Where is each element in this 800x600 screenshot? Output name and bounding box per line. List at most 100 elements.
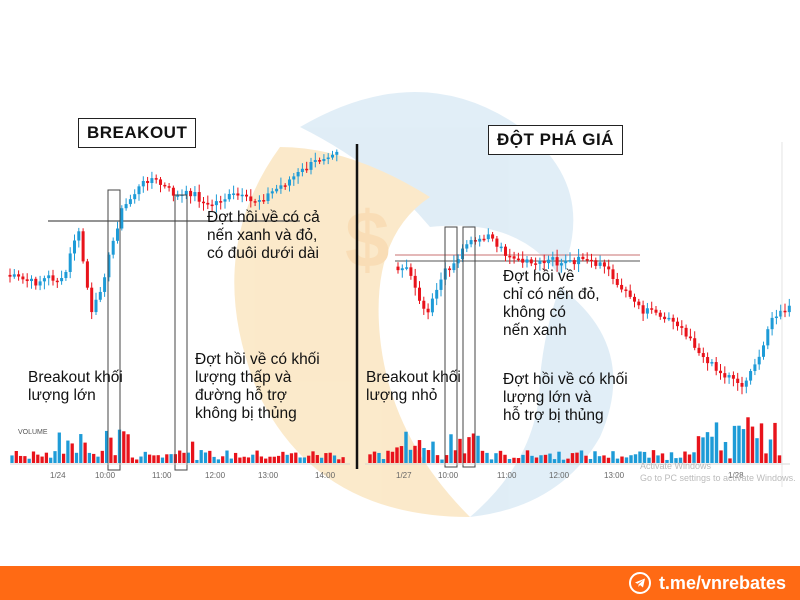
left-volume-bar — [311, 451, 315, 463]
left-volume-bar — [143, 451, 147, 463]
right-volume-bar — [624, 457, 629, 463]
left-volume-bar — [229, 458, 233, 463]
right-volume-bar — [714, 422, 719, 463]
left-volume-bar — [139, 456, 143, 463]
left-candle — [12, 274, 16, 277]
left-highlight-pullback — [174, 194, 188, 471]
right-volume-bar — [449, 434, 453, 463]
right-volume-bar — [485, 452, 489, 463]
right-candle — [426, 308, 430, 313]
left-volume-bar — [324, 453, 328, 463]
right-highlight-pullback — [462, 226, 476, 468]
right-volume-bar — [557, 451, 561, 463]
left-volume-bar — [74, 452, 79, 463]
right-volume-bar — [413, 445, 417, 463]
left-candle — [171, 187, 175, 196]
right-volume-bar — [588, 458, 593, 463]
left-volume-bar — [255, 450, 259, 463]
right-volume-bar — [530, 455, 534, 463]
right-candle — [706, 357, 710, 364]
left-candle — [240, 194, 244, 197]
right-volume-bar — [678, 457, 683, 463]
left-candle — [94, 299, 98, 313]
right-candle — [577, 256, 581, 265]
left-candle — [193, 192, 197, 197]
right-candle — [663, 316, 667, 320]
left-x-tick: 12:00 — [205, 471, 226, 480]
telegram-icon — [628, 572, 651, 594]
left-volume-bar — [160, 457, 165, 463]
left-volume-bar — [259, 456, 264, 463]
left-volume-bar — [100, 450, 104, 463]
left-volume-bar — [130, 457, 135, 463]
left-candle — [227, 193, 231, 200]
right-candle — [607, 266, 611, 270]
right-candle — [602, 262, 606, 267]
left-volume-bar — [225, 450, 229, 463]
left-x-tick: 14:00 — [315, 471, 336, 480]
right-candle — [465, 244, 469, 249]
left-candle — [300, 168, 304, 172]
right-volume-bar — [480, 450, 485, 463]
right-candle — [761, 345, 766, 357]
right-volume-bar — [629, 455, 633, 463]
left-volume-bar — [57, 432, 61, 463]
footer-link[interactable]: t.me/vnrebates — [628, 572, 786, 594]
left-volume-bar — [298, 457, 302, 463]
right-volume-bar — [539, 455, 543, 463]
right-volume-bar — [521, 454, 525, 463]
right-candle — [456, 259, 460, 264]
left-volume-bar — [285, 454, 289, 463]
left-volume-bar — [27, 458, 31, 463]
right-volume-bar — [759, 423, 764, 463]
left-candle — [42, 278, 46, 282]
left-candle — [21, 276, 25, 280]
right-volume-bar — [381, 459, 386, 463]
left-note-pullback: Đợt hồi về có cả nến xanh và đỏ, có đuôi… — [207, 209, 320, 262]
left-candle — [81, 231, 85, 262]
left-candle — [283, 185, 287, 187]
left-note-volume: Breakout khối lượng lớn — [28, 369, 123, 404]
left-volume-bar — [294, 452, 298, 463]
right-candle — [589, 259, 594, 262]
right-candle — [430, 298, 434, 313]
right-x-tick: 1/28 — [728, 471, 744, 480]
right-candle — [766, 329, 770, 346]
right-candle — [486, 234, 490, 240]
left-candle — [107, 254, 111, 278]
left-volume-bar — [276, 455, 281, 463]
right-volume-bar — [395, 447, 399, 463]
left-volume-bar — [319, 457, 324, 463]
svg-text:$: $ — [345, 195, 390, 284]
left-candle — [163, 184, 167, 187]
right-volume-bar — [633, 454, 638, 463]
left-candle — [201, 201, 206, 204]
right-x-tick: 1/27 — [396, 471, 412, 480]
left-note-support: Đợt hồi về có khối lượng thấp và đường h… — [195, 351, 320, 422]
left-volume-bar — [18, 455, 23, 463]
right-candle — [525, 259, 529, 263]
left-volume-bar — [272, 456, 276, 463]
left-candle — [292, 176, 296, 180]
right-note-volume: Breakout khối lượng nhỏ — [366, 369, 461, 404]
right-candle — [491, 234, 495, 239]
left-x-tick: 11:00 — [152, 471, 172, 480]
left-volume-label: VOLUME — [18, 429, 48, 436]
right-candle — [581, 256, 585, 260]
right-candle — [654, 309, 658, 313]
right-candle — [546, 259, 551, 264]
left-candle — [330, 154, 335, 158]
left-candle — [64, 271, 68, 279]
right-volume-bar — [723, 441, 728, 463]
right-candle — [749, 371, 753, 381]
left-volume-bar — [190, 441, 195, 463]
right-candle — [632, 296, 637, 302]
left-volume-bar — [246, 457, 251, 463]
left-volume-bar — [66, 440, 70, 463]
left-candle — [55, 280, 59, 283]
right-volume-bar — [552, 459, 557, 463]
right-candle — [675, 321, 680, 327]
right-candle — [628, 290, 632, 297]
right-volume-bar — [512, 457, 516, 463]
right-candle — [693, 338, 697, 348]
